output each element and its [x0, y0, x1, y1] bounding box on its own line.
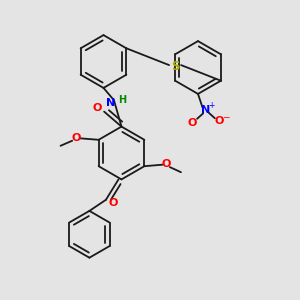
Text: N: N — [106, 98, 115, 108]
Text: −: − — [223, 112, 230, 122]
Text: H: H — [118, 94, 126, 105]
Text: +: + — [208, 100, 215, 109]
Text: N: N — [201, 105, 210, 116]
Text: O: O — [188, 118, 197, 128]
Text: O: O — [109, 198, 118, 208]
Text: S: S — [171, 59, 179, 73]
Text: O: O — [214, 116, 224, 126]
Text: O: O — [71, 133, 81, 143]
Text: O: O — [93, 103, 102, 113]
Text: O: O — [161, 159, 171, 170]
